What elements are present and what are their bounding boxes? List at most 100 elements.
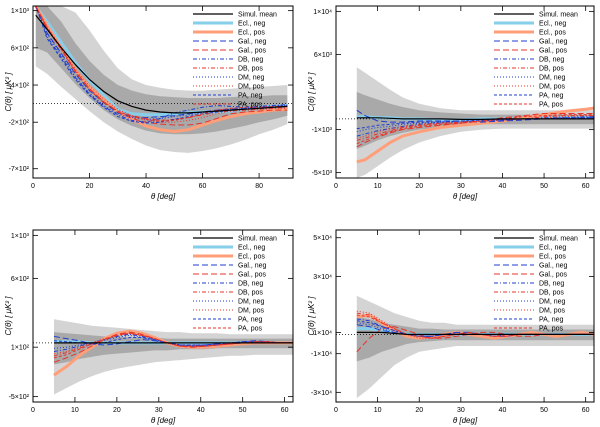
band-inner	[356, 317, 594, 362]
x-tick-label: 20	[415, 183, 423, 190]
legend-label: DM, pos	[539, 308, 566, 315]
legend-label: DM, neg	[238, 299, 265, 306]
y-tick-label: 3×10⁴	[313, 274, 332, 281]
legend-item: DM, neg	[494, 75, 566, 82]
series-simul-mean	[356, 117, 594, 121]
legend-item: Ecl., neg	[494, 21, 566, 28]
legend-label: Gal., pos	[539, 48, 568, 55]
x-tick-label: 50	[239, 407, 247, 414]
panel-2: 0 10 20 30 40 50 60 1×10⁴ 6×10³ -1×10³ -5×10³ θ [de…	[307, 5, 595, 201]
y-tick-label: 1×10⁴	[313, 9, 332, 16]
legend-label: DB, neg	[238, 281, 263, 288]
panel-3: 0 10 20 30 40 50 60 1×10³ 6×10² 1×10² -5×10² θ [deg…	[4, 229, 294, 425]
legend-item: Ecl., neg	[494, 245, 566, 252]
legend-item: Gal., neg	[494, 263, 568, 270]
legend-item: PA, neg	[494, 317, 563, 324]
legend-label: PA, neg	[238, 93, 262, 100]
legend-label: Ecl., neg	[539, 21, 566, 28]
y-tick-label: -1×10⁴	[311, 351, 332, 358]
legend-label: Ecl., neg	[238, 245, 265, 252]
legend-item: DB, neg	[494, 57, 564, 64]
y-tick-label: 6×10³	[314, 52, 333, 59]
x-tick-label: 10	[374, 407, 382, 414]
plot-area	[336, 295, 594, 399]
legend-item: Ecl., neg	[193, 21, 265, 28]
y-tick-label: -2×10²	[9, 120, 30, 127]
legend-label: DB, pos	[539, 66, 564, 73]
y-tick-label: 6×10²	[11, 45, 30, 52]
x-tick-label: 50	[540, 183, 548, 190]
x-tick-label: 10	[374, 183, 382, 190]
x-tick-label: 60	[199, 183, 207, 190]
legend-label: DB, pos	[238, 66, 263, 73]
legend-item: Ecl., pos	[494, 30, 566, 37]
legend-item: Simul. mean	[494, 12, 578, 19]
legend-label: PA, pos	[539, 326, 563, 333]
y-axis-label: C(θ) [ μK² ]	[307, 296, 316, 336]
legend-item: PA, neg	[193, 93, 262, 100]
legend-item: PA, neg	[193, 317, 262, 324]
panel-1: 0 20 40 60 80 1×10³ 6×10² 4×10² -2×10² -7×10² θ [d…	[4, 5, 294, 201]
legend-item: Gal., pos	[494, 48, 568, 55]
legend-item: Gal., pos	[494, 272, 568, 279]
legend-label: DM, pos	[238, 84, 265, 91]
y-tick-label: 1×10³	[11, 8, 30, 15]
series-dm-pos	[35, 6, 288, 123]
y-tick-label: -5×10³	[312, 170, 333, 177]
legend-label: Gal., pos	[238, 272, 267, 279]
legend-label: DM, neg	[539, 75, 566, 82]
legend-label: Ecl., neg	[238, 21, 265, 28]
y-axis-label: C(θ) [ μK² ]	[4, 72, 13, 112]
y-tick-label: -5×10²	[9, 394, 30, 401]
legend-label: Simul. mean	[539, 236, 578, 243]
x-tick-label: 30	[155, 407, 163, 414]
legend: Simul. mean Ecl., neg Ecl., pos Gal., neg Ga…	[193, 12, 277, 109]
legend-label: DM, pos	[539, 84, 566, 91]
y-tick-label: 1×10²	[11, 345, 30, 352]
legend-item: Gal., pos	[193, 272, 267, 279]
y-axis-label: C(θ) [ μK² ]	[4, 296, 13, 336]
legend-item: DM, neg	[494, 299, 566, 306]
plot-frame	[32, 5, 294, 179]
legend-item: DB, neg	[193, 57, 263, 64]
legend: Simul. mean Ecl., neg Ecl., pos Gal., neg Ga…	[193, 236, 277, 333]
legend-item: Simul. mean	[494, 236, 578, 243]
plot-area	[336, 67, 594, 178]
legend-label: Ecl., pos	[539, 254, 566, 261]
series-db-pos	[35, 6, 288, 121]
legend-item: PA, pos	[193, 326, 262, 333]
legend-label: DB, neg	[539, 57, 564, 64]
legend-item: DB, pos	[494, 66, 564, 73]
x-tick-label: 40	[499, 183, 507, 190]
legend-item: DB, neg	[193, 281, 263, 288]
legend-item: DB, pos	[193, 66, 263, 73]
legend-label: Simul. mean	[238, 236, 277, 243]
x-tick-label: 60	[582, 407, 590, 414]
x-tick-label: 0	[334, 407, 338, 414]
series-simul-mean	[35, 14, 288, 114]
legend-label: Gal., pos	[539, 272, 568, 279]
x-tick-label: 40	[499, 407, 507, 414]
legend-item: Ecl., neg	[193, 245, 265, 252]
legend-item: Ecl., pos	[494, 254, 566, 261]
x-tick-label: 40	[142, 183, 150, 190]
x-axis-label: θ [deg]	[453, 192, 478, 201]
legend-item: Ecl., pos	[193, 254, 265, 261]
legend-item: PA, pos	[494, 102, 563, 109]
y-axis-label: C(θ) [ μK² ]	[307, 72, 316, 112]
band-inner	[35, 6, 288, 135]
legend: Simul. mean Ecl., neg Ecl., pos Gal., neg Ga…	[494, 236, 578, 333]
plot-frame	[335, 5, 595, 179]
legend-item: PA, pos	[494, 326, 563, 333]
series-pa-neg	[356, 117, 594, 130]
x-tick-label: 60	[281, 407, 289, 414]
x-axis-label: θ [deg]	[151, 416, 176, 425]
y-tick-label: 5×10⁴	[313, 235, 332, 242]
y-tick-label: 1×10⁴	[313, 330, 332, 337]
legend-label: Ecl., neg	[539, 245, 566, 252]
series-gal-neg	[356, 109, 594, 123]
legend-label: Gal., neg	[539, 263, 568, 270]
legend-item: Simul. mean	[193, 236, 277, 243]
x-tick-label: 50	[540, 407, 548, 414]
